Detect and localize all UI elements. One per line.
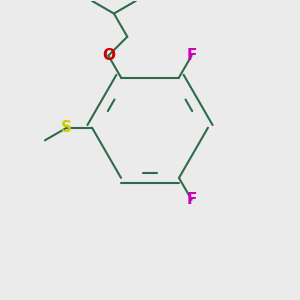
Text: O: O: [102, 48, 115, 63]
Text: S: S: [61, 120, 72, 135]
Text: F: F: [186, 48, 197, 63]
Text: F: F: [186, 192, 197, 207]
